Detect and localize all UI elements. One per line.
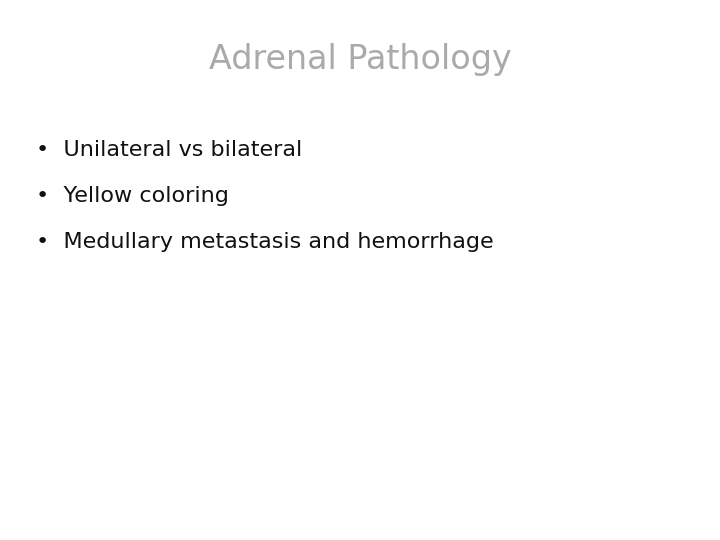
Text: •  Medullary metastasis and hemorrhage: • Medullary metastasis and hemorrhage (36, 232, 494, 252)
Text: •  Unilateral vs bilateral: • Unilateral vs bilateral (36, 140, 302, 160)
Text: •  Yellow coloring: • Yellow coloring (36, 186, 229, 206)
Text: Adrenal Pathology: Adrenal Pathology (209, 43, 511, 76)
